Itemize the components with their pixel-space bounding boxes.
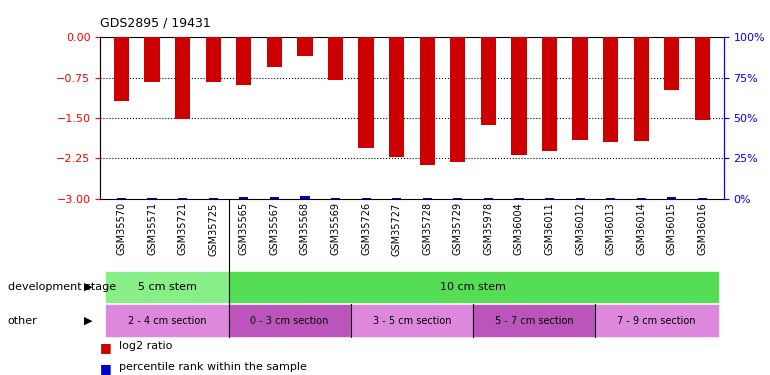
- Text: GSM35721: GSM35721: [178, 202, 188, 255]
- Bar: [389, 38, 404, 158]
- Text: GSM35571: GSM35571: [147, 202, 157, 255]
- Bar: [114, 38, 129, 101]
- Bar: [148, 198, 156, 199]
- Bar: [454, 198, 463, 199]
- Text: GSM35569: GSM35569: [330, 202, 340, 255]
- Text: log2 ratio: log2 ratio: [119, 341, 172, 351]
- Bar: [480, 38, 496, 125]
- Bar: [266, 38, 282, 67]
- Text: GSM35570: GSM35570: [116, 202, 126, 255]
- Bar: [239, 197, 249, 199]
- Text: GSM36015: GSM36015: [667, 202, 677, 255]
- Text: GSM35728: GSM35728: [422, 202, 432, 255]
- Bar: [236, 38, 252, 85]
- Bar: [229, 272, 718, 302]
- Text: ■: ■: [100, 341, 112, 354]
- Bar: [450, 38, 465, 162]
- Bar: [392, 198, 401, 199]
- Bar: [473, 305, 595, 336]
- Text: GSM36016: GSM36016: [698, 202, 708, 255]
- Text: ■: ■: [100, 362, 112, 375]
- Bar: [300, 196, 310, 199]
- Bar: [106, 305, 229, 336]
- Text: 10 cm stem: 10 cm stem: [440, 282, 506, 292]
- Bar: [229, 305, 351, 336]
- Text: GSM35978: GSM35978: [484, 202, 494, 255]
- Bar: [698, 198, 707, 199]
- Bar: [145, 38, 159, 82]
- Text: GSM36014: GSM36014: [636, 202, 646, 255]
- Text: GSM35725: GSM35725: [208, 202, 218, 256]
- Bar: [175, 38, 190, 118]
- Bar: [542, 38, 557, 152]
- Text: 2 - 4 cm section: 2 - 4 cm section: [128, 316, 206, 326]
- Bar: [695, 38, 710, 120]
- Bar: [575, 198, 584, 199]
- Text: GSM35729: GSM35729: [453, 202, 463, 255]
- Text: 5 cm stem: 5 cm stem: [138, 282, 197, 292]
- Bar: [359, 38, 373, 148]
- Bar: [572, 38, 588, 140]
- Bar: [606, 198, 615, 199]
- Text: GSM35565: GSM35565: [239, 202, 249, 255]
- Bar: [209, 198, 218, 199]
- Bar: [595, 305, 718, 336]
- Bar: [603, 38, 618, 142]
- Text: development stage: development stage: [8, 282, 115, 292]
- Bar: [178, 198, 187, 199]
- Text: 7 - 9 cm section: 7 - 9 cm section: [618, 316, 696, 326]
- Text: GSM35567: GSM35567: [270, 202, 280, 255]
- Bar: [484, 198, 493, 199]
- Text: GDS2895 / 19431: GDS2895 / 19431: [100, 17, 211, 30]
- Text: other: other: [8, 316, 38, 326]
- Bar: [297, 38, 313, 56]
- Text: GSM36011: GSM36011: [544, 202, 554, 255]
- Text: GSM36004: GSM36004: [514, 202, 524, 255]
- Bar: [637, 198, 646, 199]
- Bar: [511, 38, 527, 154]
- Bar: [328, 38, 343, 81]
- Bar: [665, 38, 679, 90]
- Bar: [270, 197, 279, 199]
- Text: GSM35726: GSM35726: [361, 202, 371, 255]
- Text: GSM35727: GSM35727: [392, 202, 402, 256]
- Bar: [420, 38, 435, 165]
- Bar: [545, 198, 554, 199]
- Text: 0 - 3 cm section: 0 - 3 cm section: [250, 316, 329, 326]
- Text: GSM36013: GSM36013: [606, 202, 616, 255]
- Bar: [668, 197, 676, 199]
- Text: 3 - 5 cm section: 3 - 5 cm section: [373, 316, 451, 326]
- Text: GSM35568: GSM35568: [300, 202, 310, 255]
- Text: GSM36012: GSM36012: [575, 202, 585, 255]
- Text: 5 - 7 cm section: 5 - 7 cm section: [495, 316, 574, 326]
- Bar: [206, 38, 221, 82]
- Bar: [106, 272, 229, 302]
- Text: ▶: ▶: [84, 282, 92, 292]
- Text: ▶: ▶: [84, 316, 92, 326]
- Bar: [351, 305, 473, 336]
- Bar: [634, 38, 649, 141]
- Text: percentile rank within the sample: percentile rank within the sample: [119, 362, 307, 372]
- Bar: [331, 198, 340, 199]
